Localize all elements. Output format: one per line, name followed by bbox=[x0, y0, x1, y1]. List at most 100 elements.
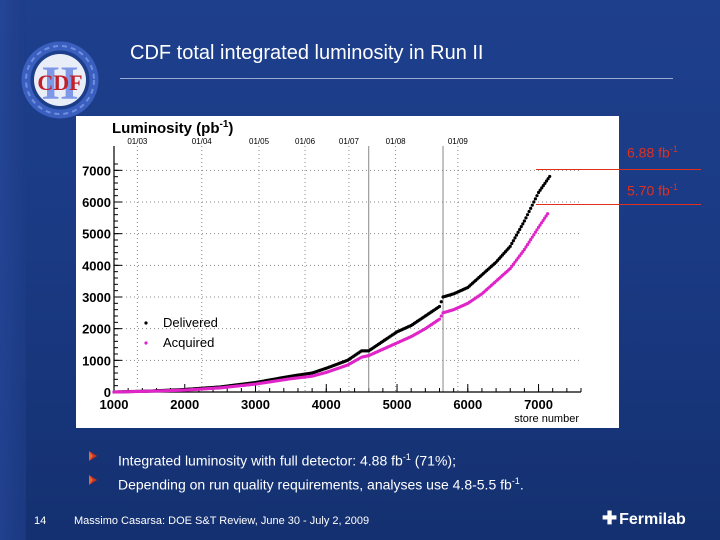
acquired-point bbox=[524, 245, 528, 249]
y-tick-label: 7000 bbox=[82, 163, 111, 178]
delivered-point bbox=[511, 239, 515, 243]
callout-delivered-value: 6.88 fb bbox=[627, 144, 670, 161]
bullet-item: Depending on run quality requirements, a… bbox=[88, 472, 524, 496]
fermilab-icon: ✚ bbox=[602, 508, 618, 528]
bullet-item: Integrated luminosity with full detector… bbox=[88, 448, 524, 472]
legend-marker bbox=[144, 321, 148, 325]
callout-delivered: 6.88 fb-1 bbox=[627, 144, 678, 161]
sidebar-decoration bbox=[0, 0, 26, 540]
delivered-point bbox=[527, 209, 531, 214]
delivered-point bbox=[548, 174, 552, 179]
delivered-point bbox=[546, 177, 550, 181]
fermilab-logo: ✚ Fermilab bbox=[602, 508, 686, 529]
delivered-point bbox=[518, 227, 522, 232]
delivered-point bbox=[510, 241, 514, 246]
acquired-point bbox=[536, 225, 541, 229]
y-tick-label: 0 bbox=[104, 385, 111, 400]
bullet-arrow-icon bbox=[89, 451, 97, 461]
delivered-point bbox=[521, 222, 525, 226]
delivered-point bbox=[508, 244, 512, 248]
delivered-point bbox=[522, 219, 526, 223]
x-tick-label: 6000 bbox=[453, 397, 482, 412]
cdf-logo: II CDF bbox=[21, 41, 99, 119]
callout-delivered-sup: -1 bbox=[669, 144, 678, 154]
top-axis-label: 01/03 bbox=[127, 137, 148, 146]
acquired-point bbox=[535, 228, 539, 232]
top-axis-label: 01/06 bbox=[295, 137, 316, 146]
footer-text: Massimo Casarsa: DOE S&T Review, June 30… bbox=[74, 515, 370, 527]
delivered-point bbox=[535, 194, 539, 198]
bullet-sup: -1 bbox=[511, 476, 520, 486]
delivered-point bbox=[530, 203, 534, 207]
delivered-point bbox=[524, 216, 528, 220]
delivered-point bbox=[544, 179, 549, 183]
acquired-point bbox=[439, 314, 443, 318]
bullet-text: Depending on run quality requirements, a… bbox=[118, 476, 512, 493]
delivered-point bbox=[525, 213, 530, 217]
delivered-point bbox=[532, 200, 536, 204]
delivered-point bbox=[538, 188, 542, 192]
top-axis-label: 01/04 bbox=[192, 137, 213, 146]
acquired-point bbox=[539, 221, 544, 225]
bullet-text: Integrated luminosity with full detector… bbox=[118, 452, 403, 469]
delivered-point bbox=[529, 206, 533, 210]
delivered-point bbox=[541, 184, 545, 188]
callout-acquired-value: 5.70 fb bbox=[627, 182, 670, 199]
delivered-point bbox=[437, 304, 442, 309]
slide-title: CDF total integrated luminosity in Run I… bbox=[130, 42, 484, 64]
delivered-point bbox=[519, 225, 523, 229]
chart-svg: Luminosity (pb-1)01000200030004000500060… bbox=[82, 119, 582, 425]
delivered-point bbox=[536, 190, 541, 195]
acquired-point bbox=[538, 223, 542, 227]
x-tick-label: 5000 bbox=[383, 397, 412, 412]
delivered-point bbox=[516, 230, 520, 234]
y-axis-label: Luminosity (pb-1) bbox=[112, 119, 233, 137]
delivered-point bbox=[543, 181, 547, 185]
delivered-point bbox=[439, 300, 443, 304]
bullet-text-post: (71%); bbox=[410, 452, 456, 469]
acquired-point bbox=[530, 235, 534, 239]
top-axis-label: 01/07 bbox=[339, 137, 360, 146]
acquired-point bbox=[525, 242, 530, 247]
x-tick-label: 4000 bbox=[312, 397, 341, 412]
logo-text: CDF bbox=[37, 70, 82, 95]
x-tick-label: 1000 bbox=[100, 397, 129, 412]
page-number: 14 bbox=[34, 515, 47, 527]
bullet-sup: -1 bbox=[402, 452, 411, 462]
y-tick-label: 6000 bbox=[82, 195, 111, 210]
legend-label: Delivered bbox=[163, 315, 218, 330]
x-axis-label: store number bbox=[514, 413, 579, 425]
acquired-point bbox=[541, 218, 545, 223]
delivered-point bbox=[533, 197, 538, 201]
x-tick-label: 3000 bbox=[241, 397, 270, 412]
acquired-point bbox=[437, 317, 442, 321]
x-tick-label: 7000 bbox=[524, 397, 553, 412]
acquired-point bbox=[533, 230, 538, 234]
callout-line-delivered bbox=[536, 169, 701, 170]
y-tick-label: 4000 bbox=[82, 258, 111, 273]
acquired-point bbox=[546, 212, 550, 216]
acquired-point bbox=[529, 238, 533, 242]
legend-label: Acquired bbox=[163, 335, 214, 350]
y-tick-label: 1000 bbox=[82, 353, 111, 368]
y-tick-label: 3000 bbox=[82, 290, 111, 305]
x-tick-label: 2000 bbox=[170, 397, 199, 412]
bullet-list: Integrated luminosity with full detector… bbox=[88, 448, 524, 496]
top-axis-label: 01/05 bbox=[249, 137, 270, 146]
bullet-text-post: . bbox=[519, 476, 524, 493]
legend-marker bbox=[144, 341, 148, 345]
callout-acquired-sup: -1 bbox=[669, 182, 678, 192]
top-axis-label: 01/08 bbox=[386, 137, 407, 146]
acquired-point bbox=[532, 233, 536, 237]
delivered-point bbox=[514, 233, 519, 237]
callout-acquired: 5.70 fb-1 bbox=[627, 182, 678, 199]
delivered-point bbox=[513, 236, 517, 240]
acquired-point bbox=[522, 247, 526, 252]
y-tick-label: 5000 bbox=[82, 227, 111, 242]
callout-line-acquired bbox=[536, 204, 701, 205]
acquired-point bbox=[543, 216, 547, 220]
luminosity-chart: Luminosity (pb-1) 0 1000 2000 3000 4000 5000 60… bbox=[76, 116, 619, 428]
delivered-point bbox=[540, 186, 544, 190]
acquired-point bbox=[544, 214, 548, 218]
acquired-point bbox=[527, 240, 531, 244]
